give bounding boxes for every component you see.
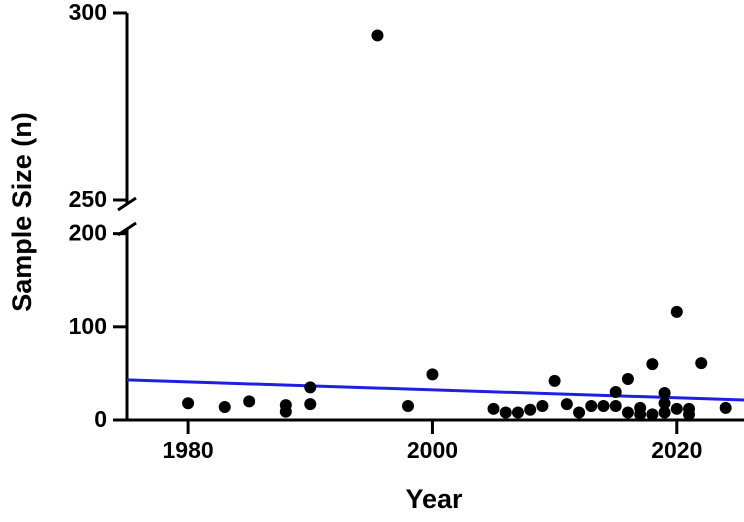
- point: [304, 398, 317, 411]
- y-tick-label: 100: [69, 313, 107, 339]
- point: [487, 402, 500, 415]
- point: [609, 400, 622, 413]
- point: [560, 398, 573, 411]
- point: [695, 357, 708, 370]
- point: [426, 368, 439, 381]
- point: [621, 406, 634, 419]
- y-tick-label: 300: [69, 0, 107, 25]
- point: [646, 358, 659, 371]
- point: [658, 386, 671, 399]
- point: [304, 381, 317, 394]
- axis-break: [117, 196, 137, 212]
- x-tick-label: 2020: [651, 437, 702, 463]
- point: [609, 386, 622, 399]
- point: [548, 374, 561, 387]
- point: [511, 406, 524, 419]
- point: [683, 408, 696, 421]
- x-axis-title: Year: [405, 484, 463, 514]
- point: [402, 400, 415, 413]
- x-tick-label: 2000: [407, 437, 458, 463]
- point: [670, 305, 683, 318]
- point: [658, 406, 671, 419]
- point: [621, 373, 634, 386]
- point: [646, 408, 659, 421]
- point: [597, 400, 610, 413]
- y-tick-label: 200: [69, 220, 107, 246]
- x-tick-label: 1980: [163, 437, 214, 463]
- y-tick-label: 250: [69, 186, 107, 212]
- point: [499, 406, 512, 419]
- point: [182, 397, 195, 410]
- point: [536, 400, 549, 413]
- point: [218, 400, 231, 413]
- point: [634, 408, 647, 421]
- point: [585, 400, 598, 413]
- y-axis-title: Sample Size (n): [7, 112, 37, 312]
- point: [243, 395, 256, 408]
- point: [658, 397, 671, 410]
- point: [524, 403, 537, 416]
- y-tick-label: 0: [94, 406, 107, 432]
- point: [573, 406, 586, 419]
- point: [670, 402, 683, 415]
- point: [371, 29, 384, 42]
- trend-line: [126, 378, 744, 402]
- point: [719, 401, 732, 414]
- point: [279, 405, 292, 418]
